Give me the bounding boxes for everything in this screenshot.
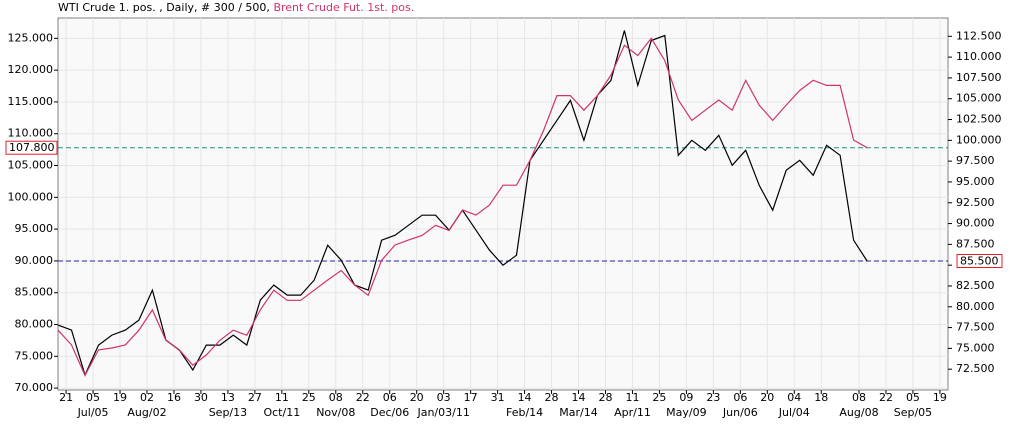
x-month-label: Jun/06 [722, 406, 758, 419]
x-tick-label: 04 [787, 391, 801, 404]
y-tick-label: 75.000 [15, 349, 54, 362]
x-tick-label: 20 [760, 391, 774, 404]
y-tick-label: 70.000 [15, 381, 54, 394]
y2-tick-label: 72.500 [956, 362, 995, 375]
x-tick-label: 11 [275, 391, 289, 404]
y-tick-label: 100.000 [8, 190, 54, 203]
y-tick-label: 80.000 [15, 318, 54, 331]
x-tick-label: 30 [194, 391, 208, 404]
x-tick-label: 05 [86, 391, 100, 404]
x-tick-label: 20 [410, 391, 424, 404]
y-tick-label: 85.000 [15, 286, 54, 299]
x-tick-label: 17 [464, 391, 478, 404]
y2-tick-label: 77.500 [956, 321, 995, 334]
y2-tick-label: 80.000 [956, 300, 995, 313]
x-tick-label: 28 [598, 391, 612, 404]
y2-tick-label: 82.500 [956, 279, 995, 292]
x-month-label: Nov/08 [316, 406, 355, 419]
x-month-label: Sep/13 [209, 406, 247, 419]
x-month-label: Apr/11 [614, 406, 651, 419]
y-tick-label: 120.000 [8, 63, 54, 76]
y-tick-label: 105.000 [8, 159, 54, 172]
y2-tick-label: 102.500 [956, 113, 1002, 126]
x-tick-label: 21 [59, 391, 73, 404]
x-tick-label: 25 [652, 391, 666, 404]
x-month-label: Dec/06 [370, 406, 409, 419]
y-tick-label: 125.000 [8, 31, 54, 44]
x-tick-label: 19 [113, 391, 127, 404]
y2-tick-label: 100.000 [956, 133, 1002, 146]
y2-tick-label: 75.000 [956, 341, 995, 354]
reference-label: 85.500 [960, 255, 999, 268]
x-tick-label: 28 [545, 391, 559, 404]
x-tick-label: 06 [733, 391, 747, 404]
x-tick-label: 11 [625, 391, 639, 404]
y2-tick-label: 95.000 [956, 175, 995, 188]
x-tick-label: 14 [518, 391, 532, 404]
y2-tick-label: 110.000 [956, 50, 1002, 63]
x-tick-label: 16 [167, 391, 181, 404]
x-month-label: Aug/08 [839, 406, 878, 419]
x-month-label: Sep/05 [894, 406, 932, 419]
y2-tick-label: 105.000 [956, 92, 1002, 105]
x-month-label: Jul/05 [77, 406, 109, 419]
y-tick-label: 115.000 [8, 95, 54, 108]
x-month-label: Aug/02 [127, 406, 166, 419]
y2-tick-label: 97.500 [956, 154, 995, 167]
y2-tick-label: 107.500 [956, 71, 1002, 84]
y-tick-label: 90.000 [15, 254, 54, 267]
x-tick-label: 23 [706, 391, 720, 404]
x-tick-label: 19 [933, 391, 947, 404]
x-tick-label: 08 [852, 391, 866, 404]
y2-tick-label: 90.000 [956, 217, 995, 230]
series-line [57, 37, 868, 377]
y2-tick-label: 92.500 [956, 196, 995, 209]
x-month-label: Mar/14 [559, 406, 597, 419]
plot-area [57, 17, 949, 391]
x-tick-label: 31 [491, 391, 505, 404]
y2-tick-label: 112.500 [956, 29, 1002, 42]
y2-tick-label: 87.500 [956, 237, 995, 250]
x-month-label: Jan/03/11 [416, 406, 469, 419]
subtitle: , Daily, # 300 / 500, [159, 1, 270, 14]
x-tick-label: 18 [814, 391, 828, 404]
chart-header: WTI Crude 1. pos. , Daily, # 300 / 500, … [58, 1, 414, 14]
x-tick-label: 22 [879, 391, 893, 404]
x-tick-label: 14 [572, 391, 586, 404]
x-tick-label: 02 [140, 391, 154, 404]
x-tick-label: 08 [329, 391, 343, 404]
x-tick-label: 27 [248, 391, 262, 404]
x-month-label: May/09 [666, 406, 706, 419]
y-tick-label: 95.000 [15, 222, 54, 235]
legend-entry: Brent Crude Fut. 1st. pos. [273, 1, 414, 14]
x-tick-label: 22 [356, 391, 370, 404]
x-tick-label: 05 [906, 391, 920, 404]
x-month-label: Oct/11 [263, 406, 300, 419]
reference-label-box [956, 254, 1003, 269]
x-month-label: Feb/14 [506, 406, 543, 419]
x-month-label: Jul/04 [778, 406, 810, 419]
x-tick-label: 03 [437, 391, 451, 404]
x-tick-label: 09 [679, 391, 693, 404]
reference-label-box [5, 140, 58, 155]
x-tick-label: 25 [302, 391, 316, 404]
x-tick-label: 13 [221, 391, 235, 404]
y-tick-label: 110.000 [8, 127, 54, 140]
reference-label: 107.800 [9, 141, 55, 154]
legend-entry: WTI Crude 1. pos. [58, 1, 156, 14]
x-tick-label: 06 [383, 391, 397, 404]
